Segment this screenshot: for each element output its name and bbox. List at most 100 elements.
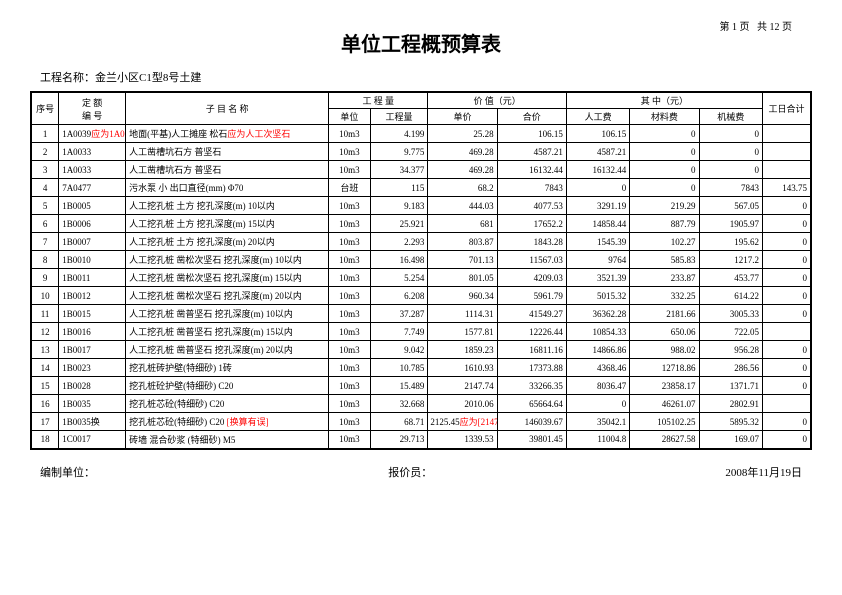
cell-uprice: 2125.45应为[2147.85] [428,413,497,431]
cell-unit: 10m3 [329,125,371,143]
cell-total: 146039.67 [497,413,566,431]
cell-lab: 4587.21 [566,143,629,161]
table-row: 21A0033人工凿槽坑石方 普坚石10m39.775469.284587.21… [31,143,811,161]
cell-qty: 10.785 [370,359,428,377]
cell-uprice: 2010.06 [428,395,497,413]
cell-uprice: 68.2 [428,179,497,197]
cell-day: 0 [762,215,811,233]
cell-mat: 2181.66 [630,305,699,323]
cell-qty: 115 [370,179,428,197]
cell-day: 0 [762,305,811,323]
cell-total: 17373.88 [497,359,566,377]
cell-mech: 0 [699,161,762,179]
table-row: 161B0035挖孔桩芯砼(特细砂) C2010m332.6682010.066… [31,395,811,413]
cell-mech: 1905.97 [699,215,762,233]
cell-mech: 1217.2 [699,251,762,269]
cell-qty: 29.713 [370,431,428,449]
cell-uprice: 701.13 [428,251,497,269]
cell-qty: 9.183 [370,197,428,215]
footer-quoter: 报价员： [388,464,432,480]
cell-qty: 9.042 [370,341,428,359]
cell-lab: 11004.8 [566,431,629,449]
hdr-uprice: 单价 [428,109,497,125]
cell-name: 污水泵 小 出口直径(mm) Φ70 [126,179,329,197]
cell-unit: 10m3 [329,323,371,341]
cell-seq: 3 [31,161,59,179]
cell-total: 1843.28 [497,233,566,251]
cell-mech: 7843 [699,179,762,197]
hdr-mech: 机械费 [699,109,762,125]
cell-code: 1B0010 [59,251,126,269]
cell-code: 1C0017 [59,431,126,449]
cell-mat: 219.29 [630,197,699,215]
table-row: 171B0035换挖孔桩芯砼(特细砂) C20 [换算有误]10m368.712… [31,413,811,431]
cell-unit: 台班 [329,179,371,197]
project-line: 工程名称：金兰小区C1型8号土建 [30,69,812,85]
cell-name: 人工挖孔桩 土方 挖孔深度(m) 10以内 [126,197,329,215]
cell-mat: 105102.25 [630,413,699,431]
cell-uprice: 803.87 [428,233,497,251]
cell-seq: 9 [31,269,59,287]
hdr-unit: 单位 [329,109,371,125]
table-row: 111B0015人工挖孔桩 凿普坚石 挖孔深度(m) 10以内10m337.28… [31,305,811,323]
cell-lab: 0 [566,179,629,197]
cell-total: 11567.03 [497,251,566,269]
cell-qty: 25.921 [370,215,428,233]
cell-name: 挖孔桩砼护壁(特细砂) C20 [126,377,329,395]
table-row: 31A0033人工凿槽坑石方 普坚石10m334.377469.2816132.… [31,161,811,179]
cell-uprice: 801.05 [428,269,497,287]
cell-code: 1B0023 [59,359,126,377]
cell-total: 4587.21 [497,143,566,161]
cell-name: 人工挖孔桩 凿松次坚石 挖孔深度(m) 20以内 [126,287,329,305]
cell-seq: 11 [31,305,59,323]
cell-seq: 4 [31,179,59,197]
cell-code: 7A0477 [59,179,126,197]
cell-unit: 10m3 [329,215,371,233]
cell-mech: 0 [699,143,762,161]
cell-uprice: 469.28 [428,143,497,161]
cell-mech: 0 [699,125,762,143]
cell-code: 1B0035换 [59,413,126,431]
cell-seq: 16 [31,395,59,413]
cell-name: 地面(平基)人工摊座 松石应为人工次坚石 [126,125,329,143]
cell-lab: 106.15 [566,125,629,143]
cell-lab: 0 [566,395,629,413]
table-row: 81B0010人工挖孔桩 凿松次坚石 挖孔深度(m) 10以内10m316.49… [31,251,811,269]
page-number: 第 1 页 共 12 页 [720,18,793,33]
hdr-day: 工日合计 [762,92,811,125]
cell-uprice: 25.28 [428,125,497,143]
budget-table: 序号 定 额 编 号 子 目 名 称 工 程 量 价 值（元） 其 中（元） 工… [30,91,812,450]
cell-lab: 36362.28 [566,305,629,323]
table-row: 11A0039应为1A0028地面(平基)人工摊座 松石应为人工次坚石10m34… [31,125,811,143]
cell-day: 0 [762,431,811,449]
cell-day [762,323,811,341]
cell-seq: 2 [31,143,59,161]
table-row: 51B0005人工挖孔桩 土方 挖孔深度(m) 10以内10m39.183444… [31,197,811,215]
cell-mat: 23858.17 [630,377,699,395]
cell-name: 人工挖孔桩 凿松次坚石 挖孔深度(m) 15以内 [126,269,329,287]
cell-code: 1B0028 [59,377,126,395]
cell-day: 0 [762,287,811,305]
cell-total: 16811.16 [497,341,566,359]
cell-name: 挖孔桩砖护壁(特细砂) 1砖 [126,359,329,377]
cell-name: 人工挖孔桩 凿普坚石 挖孔深度(m) 20以内 [126,341,329,359]
hdr-qty: 工程量 [370,109,428,125]
cell-lab: 3521.39 [566,269,629,287]
cell-qty: 34.377 [370,161,428,179]
cell-mech: 2802.91 [699,395,762,413]
hdr-code: 定 额 编 号 [59,92,126,125]
cell-code: 1A0033 [59,161,126,179]
cell-code: 1B0035 [59,395,126,413]
cell-unit: 10m3 [329,251,371,269]
cell-day: 0 [762,359,811,377]
cell-seq: 15 [31,377,59,395]
cell-day: 0 [762,233,811,251]
cell-total: 16132.44 [497,161,566,179]
cell-day [762,143,811,161]
cell-lab: 3291.19 [566,197,629,215]
cell-lab: 9764 [566,251,629,269]
cell-uprice: 469.28 [428,161,497,179]
cell-total: 39801.45 [497,431,566,449]
cell-qty: 16.498 [370,251,428,269]
cell-total: 106.15 [497,125,566,143]
